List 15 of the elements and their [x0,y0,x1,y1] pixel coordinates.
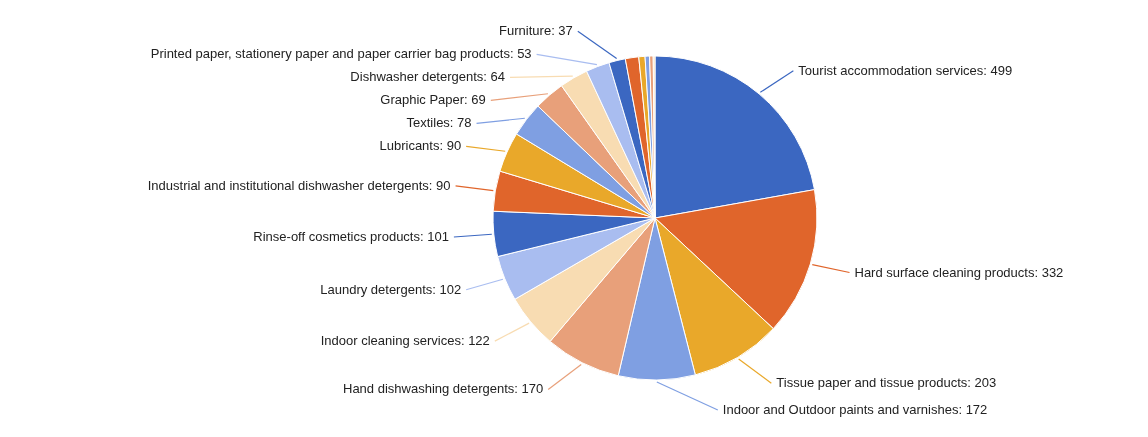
slice-label: Indoor and Outdoor paints and varnishes: 172 [722,401,988,417]
slice-label: Graphic Paper: 69 [380,92,486,108]
slice-label: Dishwasher detergents: 64 [350,69,506,85]
slice-label: Hard surface cleaning products: 332 [854,264,1064,280]
slice-label: Furniture: 37 [499,23,573,39]
slice-label: Tourist accommodation services: 499 [798,62,1013,78]
slice-label: Printed paper, stationery paper and paper carrier bag products: 53 [150,46,532,62]
slice-label: Laundry detergents: 102 [320,281,462,297]
slice-label: Rinse-off cosmetics products: 101 [253,229,449,245]
slice-label: Tissue paper and tissue products: 203 [776,375,997,391]
slice-label: Lubricants: 90 [379,138,462,154]
slice-label: Industrial and institutional dishwasher detergents: 90 [147,177,451,193]
slice-label: Indoor cleaning services: 122 [320,333,490,349]
slice-label: Hand dishwashing detergents: 170 [343,381,544,397]
slice-label: Textiles: 78 [406,115,472,131]
